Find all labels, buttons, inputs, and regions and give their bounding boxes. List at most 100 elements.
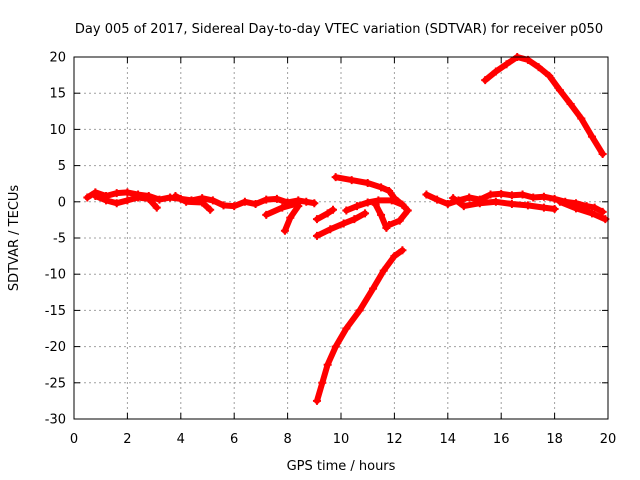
x-tick-label: 4 <box>177 432 185 447</box>
series-band-dip-1 <box>92 193 160 211</box>
data-point <box>312 231 321 240</box>
data-point <box>312 396 321 405</box>
y-tick-label: -30 <box>45 413 66 428</box>
data-point <box>262 195 271 204</box>
data-point <box>545 71 554 80</box>
data-point <box>272 194 281 203</box>
data-point <box>328 205 337 214</box>
data-point <box>286 213 295 222</box>
data-point <box>326 225 335 234</box>
data-point <box>571 204 580 213</box>
data-point <box>507 199 516 208</box>
x-tick-label: 0 <box>70 432 78 447</box>
data-point <box>390 252 399 261</box>
data-point <box>198 198 207 207</box>
data-point <box>371 200 380 209</box>
data-point <box>433 195 442 204</box>
data-point <box>278 203 287 212</box>
data-point <box>331 173 340 182</box>
data-point <box>507 191 516 200</box>
data-point <box>529 193 538 202</box>
data-point <box>342 324 351 333</box>
data-point <box>171 192 180 201</box>
data-point <box>486 190 495 199</box>
y-tick-label: -5 <box>53 232 66 247</box>
x-tick-label: 10 <box>333 432 350 447</box>
data-point <box>310 199 319 208</box>
data-point <box>339 219 348 228</box>
x-tick-label: 2 <box>123 432 131 447</box>
y-tick-label: 15 <box>49 87 66 102</box>
data-point <box>590 203 599 212</box>
data-point <box>347 176 356 185</box>
data-point <box>208 196 217 205</box>
data-point <box>230 202 239 211</box>
data-point <box>219 201 228 210</box>
data-point <box>182 197 191 206</box>
x-tick-label: 6 <box>230 432 238 447</box>
x-tick-label: 8 <box>283 432 291 447</box>
data-point <box>395 216 404 225</box>
data-point <box>294 202 303 211</box>
data-point <box>123 196 132 205</box>
data-point <box>523 201 532 210</box>
x-tick-label: 16 <box>493 432 510 447</box>
data-point <box>323 360 332 369</box>
data-point <box>398 200 407 209</box>
data-point <box>481 76 490 85</box>
series-high-arc <box>482 54 606 157</box>
data-point <box>550 194 559 203</box>
data-point <box>112 199 121 208</box>
data-point <box>318 378 327 387</box>
data-point <box>443 199 452 208</box>
data-point <box>385 186 394 195</box>
series-band-dip-2 <box>172 193 214 213</box>
x-tick-label: 12 <box>386 432 403 447</box>
series-descent-rise <box>314 247 406 404</box>
data-point <box>374 196 383 205</box>
data-point <box>390 194 399 203</box>
data-point <box>566 100 575 109</box>
x-tick-label: 18 <box>546 432 563 447</box>
data-point <box>555 197 564 206</box>
data-point <box>152 203 161 212</box>
data-point <box>539 192 548 201</box>
y-tick-label: 5 <box>58 159 66 174</box>
data-series <box>83 53 610 405</box>
chart-title: Day 005 of 2017, Sidereal Day-to-day VTE… <box>75 22 603 37</box>
data-point <box>280 226 289 235</box>
data-point <box>369 284 378 293</box>
y-tick-label: -15 <box>45 304 66 319</box>
data-point <box>91 192 100 201</box>
data-point <box>361 209 370 218</box>
data-point <box>262 210 271 219</box>
data-point <box>355 306 364 315</box>
data-point <box>534 63 543 72</box>
data-point <box>550 205 559 214</box>
data-point <box>353 202 362 211</box>
data-point <box>331 342 340 351</box>
y-tick-label: -10 <box>45 268 66 283</box>
data-point <box>497 189 506 198</box>
data-point <box>350 215 359 224</box>
data-point <box>251 199 260 208</box>
axis-ticks: 0 2 4 6 8 10 12 14 16 18 20 -30 -25 -20 -15 -10 -5 0 5 10 15… <box>45 51 617 448</box>
data-point <box>422 190 431 199</box>
data-point <box>102 196 111 205</box>
data-point <box>598 207 607 216</box>
y-tick-label: 0 <box>58 195 66 210</box>
series-small-segment <box>314 206 336 223</box>
data-point <box>206 205 215 214</box>
data-point <box>449 194 458 203</box>
data-point <box>166 193 175 202</box>
x-tick-label: 20 <box>600 432 617 447</box>
y-axis-label: SDTVAR / TECUs <box>7 185 22 292</box>
y-tick-label: -25 <box>45 376 66 391</box>
data-point <box>363 178 372 187</box>
data-point <box>342 206 351 215</box>
data-point <box>382 223 391 232</box>
data-point <box>144 194 153 203</box>
data-point <box>587 132 596 141</box>
data-point <box>475 199 484 208</box>
data-point <box>398 246 407 255</box>
